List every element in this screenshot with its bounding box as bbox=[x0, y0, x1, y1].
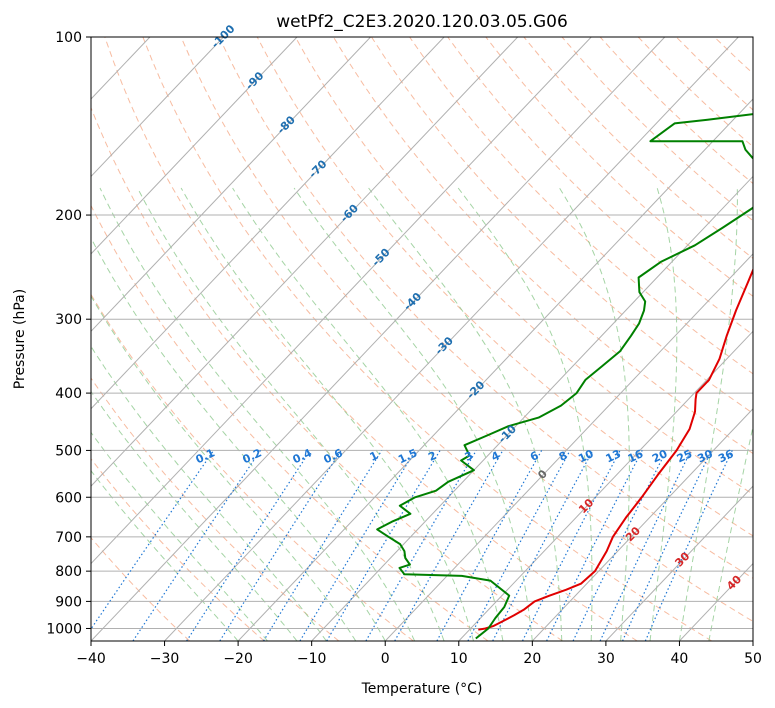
moist-adiabat-line bbox=[678, 187, 738, 641]
mixing-ratio-line bbox=[262, 450, 383, 641]
moist-adiabat-line bbox=[91, 470, 239, 641]
mixing-ratio-label: 16 bbox=[626, 447, 646, 465]
x-tick-label: 50 bbox=[744, 651, 762, 667]
data-series bbox=[91, 113, 753, 641]
moist-adiabat-line bbox=[180, 187, 474, 641]
mixing-ratio-line bbox=[436, 450, 543, 641]
y-tick-label: 100 bbox=[55, 30, 82, 46]
isotherm-line bbox=[164, 37, 739, 641]
y-tick-label: 200 bbox=[55, 208, 82, 224]
mixing-ratio-line bbox=[394, 450, 504, 641]
dry-adiabat-line bbox=[332, 37, 753, 455]
isotherm-line bbox=[384, 253, 753, 641]
isotherm-line bbox=[531, 407, 753, 641]
x-tick-label: −20 bbox=[223, 651, 253, 667]
y-tick-label: 600 bbox=[55, 490, 82, 506]
isotherm-line bbox=[91, 37, 298, 255]
y-tick-label: 700 bbox=[55, 530, 82, 546]
mixing-ratio-label: 20 bbox=[650, 447, 670, 465]
moist-adiabat-line bbox=[91, 236, 386, 641]
dry-adiabat-line bbox=[485, 37, 753, 297]
moist-adiabat-line bbox=[649, 187, 678, 641]
dry-adiabat-line bbox=[447, 37, 753, 336]
dry-adiabat-line bbox=[142, 37, 713, 641]
moist-adiabat-line bbox=[91, 431, 268, 641]
isotherm-line bbox=[605, 485, 753, 641]
isotherm-line bbox=[91, 37, 224, 178]
mixing-ratio-label: 13 bbox=[604, 447, 623, 465]
x-tick-label: 0 bbox=[381, 651, 390, 667]
moist-adiabat-line bbox=[457, 187, 593, 641]
isotherm-line bbox=[91, 37, 371, 333]
isotherm-line bbox=[91, 37, 666, 641]
moist-adiabat-line bbox=[232, 187, 504, 641]
axes: −40 −30 −20 −10 0 10 20 30 40 50 100 200 300 400 500 60… bbox=[46, 30, 762, 667]
dry-adiabat-line bbox=[91, 457, 265, 641]
y-tick-label: 900 bbox=[55, 594, 82, 610]
dry-adiabat-line bbox=[409, 37, 753, 375]
dewpoint-line bbox=[376, 113, 753, 640]
isotherm-line bbox=[237, 98, 753, 641]
mixing-ratio-label: 30 bbox=[695, 447, 715, 465]
mixing-ratio-line bbox=[132, 450, 261, 641]
x-tick-label: 40 bbox=[671, 651, 689, 667]
isotherm-line bbox=[91, 37, 592, 565]
y-tick-label: 800 bbox=[55, 564, 82, 580]
isotherm-line bbox=[311, 175, 753, 641]
dry-adiabat-line bbox=[180, 37, 753, 622]
x-axis-label: Temperature (°C) bbox=[361, 681, 483, 697]
dry-adiabat-line bbox=[91, 536, 191, 641]
mixing-ratio-line bbox=[546, 450, 643, 641]
y-tick-label: 400 bbox=[55, 386, 82, 402]
mixing-ratio-line bbox=[91, 450, 215, 631]
moist-adiabat-line bbox=[91, 390, 298, 641]
isotherm-line bbox=[91, 37, 519, 487]
moist-adiabat-line bbox=[99, 187, 416, 641]
x-tick-label: −10 bbox=[297, 651, 327, 667]
temperature-line bbox=[478, 267, 753, 631]
moist-adiabat-line bbox=[368, 187, 563, 641]
mixing-ratio-line bbox=[186, 450, 311, 641]
plot-frame bbox=[90, 36, 754, 642]
moist-adiabat-line bbox=[137, 187, 445, 641]
mixing-ratio-label: 36 bbox=[716, 447, 736, 465]
x-tick-label: 10 bbox=[450, 651, 468, 667]
moist-adiabat-line bbox=[91, 295, 357, 641]
chart-title: wetPf2_C2E3.2020.120.03.05.G06 bbox=[276, 12, 568, 32]
x-tick-label: −30 bbox=[150, 651, 180, 667]
y-tick-label: 500 bbox=[55, 443, 82, 459]
dry-adiabat-line bbox=[371, 37, 753, 414]
dry-adiabat-line bbox=[91, 106, 563, 641]
mixing-ratio-line bbox=[644, 450, 733, 641]
grid-lines bbox=[91, 37, 753, 641]
plot-background bbox=[91, 37, 753, 641]
x-tick-label: −40 bbox=[76, 651, 106, 667]
mixing-ratio-line bbox=[467, 450, 571, 641]
y-tick-label: 300 bbox=[55, 312, 82, 328]
dry-adiabat-line bbox=[104, 37, 638, 641]
y-axis-label: Pressure (hPa) bbox=[12, 289, 28, 389]
mixing-ratio-line bbox=[521, 450, 621, 641]
isotherm-line bbox=[458, 330, 753, 641]
moist-adiabat-line bbox=[559, 187, 630, 641]
mixing-ratio-line bbox=[299, 450, 416, 641]
mixing-ratio-label: 25 bbox=[675, 447, 694, 465]
moist-adiabat-line bbox=[293, 187, 533, 641]
y-tick-label: 1000 bbox=[46, 621, 82, 637]
mixing-ratio-label: 10 bbox=[576, 447, 596, 465]
x-tick-label: 30 bbox=[597, 651, 615, 667]
x-tick-label: 20 bbox=[523, 651, 541, 667]
isotherm-line bbox=[91, 37, 445, 410]
dry-adiabat-line bbox=[294, 37, 753, 495]
dry-adiabat-line bbox=[218, 37, 753, 579]
mixing-ratio-line bbox=[219, 450, 342, 641]
dry-adiabat-line bbox=[91, 204, 489, 641]
